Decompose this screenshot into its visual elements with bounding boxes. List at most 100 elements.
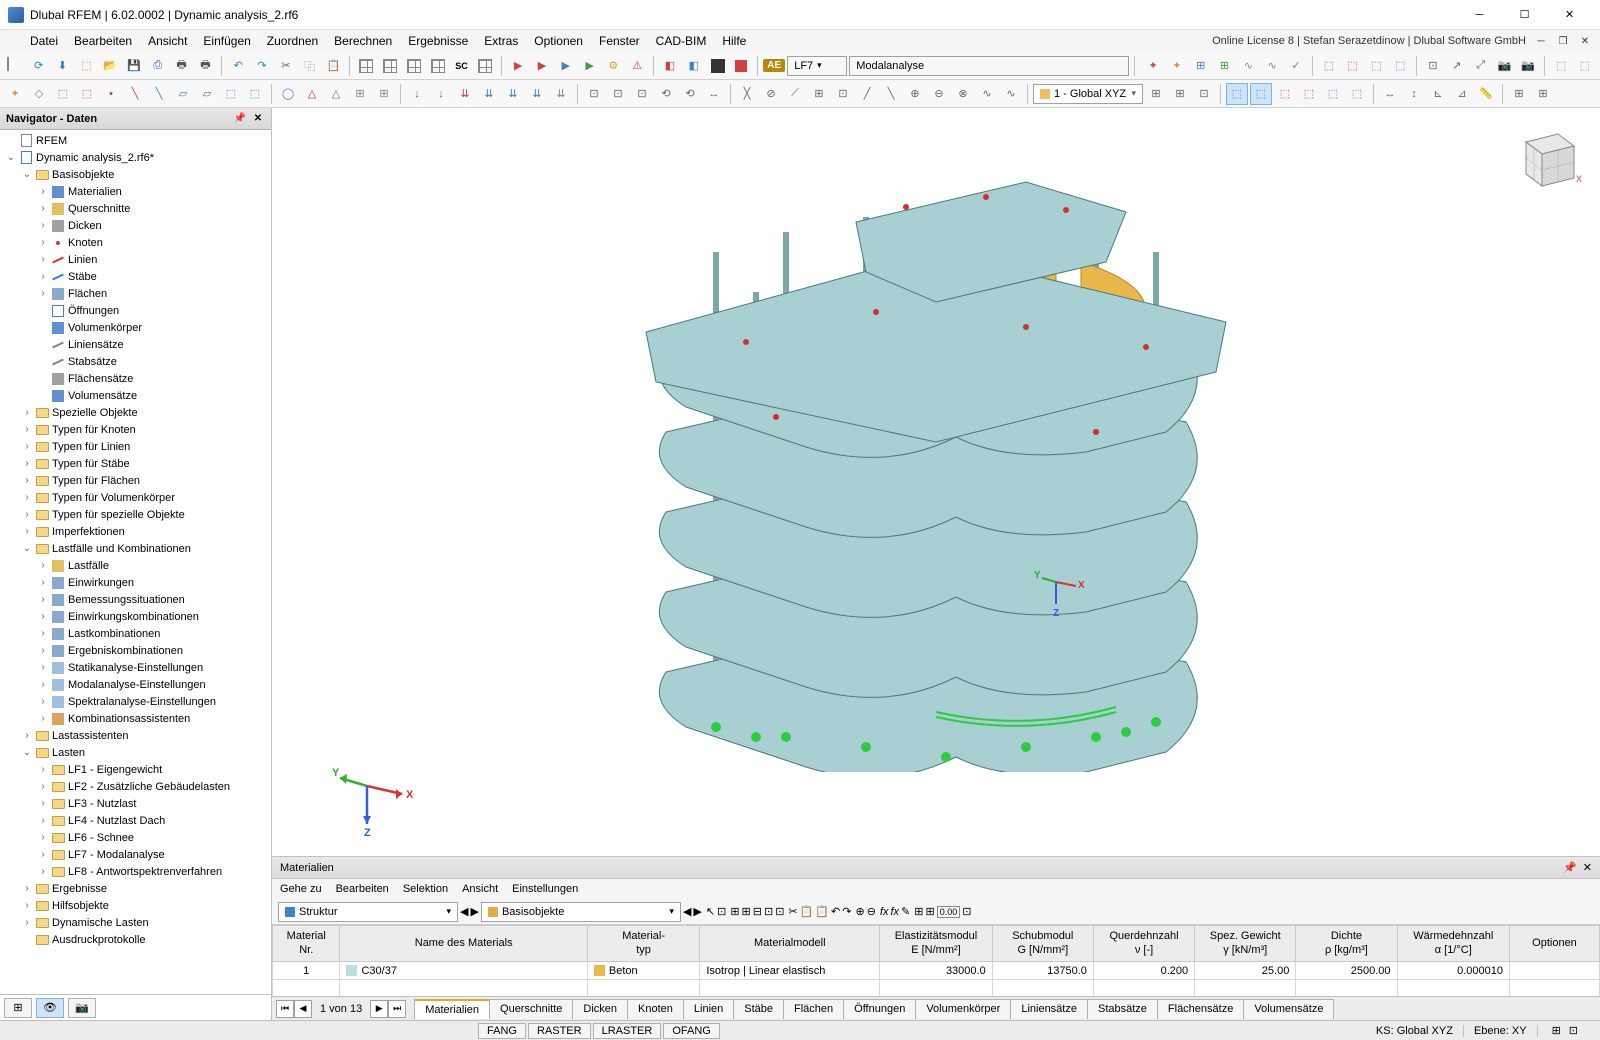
menu-datei[interactable]: Datei — [22, 32, 66, 50]
mdi-minimize-button[interactable]: ─ — [1534, 34, 1548, 48]
bp-tab-knoten[interactable]: Knoten — [627, 999, 684, 1019]
bp-tab-stäbe[interactable]: Stäbe — [733, 999, 784, 1019]
menu-zuordnen[interactable]: Zuordnen — [259, 32, 326, 50]
tb2-17[interactable]: ↓ — [406, 83, 428, 105]
tree-item[interactable]: ›Lastkombinationen — [0, 625, 271, 642]
tb2-m1[interactable]: ↔ — [1379, 83, 1401, 105]
bp-t9[interactable]: ↶ — [831, 905, 840, 918]
tb-undo[interactable]: ↶ — [227, 55, 249, 77]
tb-res1[interactable]: ◧ — [659, 55, 681, 77]
bp-page-last[interactable]: ⏭ — [388, 1000, 406, 1018]
bp-t8[interactable]: 📋 — [815, 905, 829, 918]
tree-item[interactable]: ›Imperfektionen — [0, 523, 271, 540]
tb2-9[interactable]: ▱ — [196, 83, 218, 105]
bp-page-prev[interactable]: ◀ — [294, 1000, 312, 1018]
nav-mode-cam[interactable]: 📷 — [68, 998, 96, 1018]
bp-tab-stabsätze[interactable]: Stabsätze — [1087, 999, 1158, 1019]
tb2-36[interactable]: ╲ — [880, 83, 902, 105]
tb2-s5[interactable]: ⬚ — [1322, 83, 1344, 105]
bp-fx2[interactable]: fx — [890, 906, 899, 918]
tb2-c3[interactable]: ⊡ — [1193, 83, 1215, 105]
mdi-close-button[interactable]: ✕ — [1578, 34, 1592, 48]
tb2-38[interactable]: ⊖ — [928, 83, 950, 105]
tb2-s3[interactable]: ⬚ — [1274, 83, 1296, 105]
menu-einfuegen[interactable]: Einfügen — [195, 32, 258, 50]
tb2-11[interactable]: ⬚ — [244, 83, 266, 105]
minimize-button[interactable]: ─ — [1457, 1, 1502, 29]
tb-grid5[interactable] — [474, 55, 496, 77]
sb-raster[interactable]: RASTER — [528, 1023, 591, 1039]
model-canvas[interactable]: X Y Z X Y Z — [272, 108, 1600, 856]
tb-print[interactable]: 🖶 — [171, 55, 193, 77]
tb-grid3[interactable] — [403, 55, 425, 77]
bp-tool-cursor[interactable]: ↖ — [706, 905, 715, 918]
bp-t5[interactable]: ⊡ — [775, 905, 784, 918]
tb2-33[interactable]: ⊞ — [808, 83, 830, 105]
tb2-2[interactable]: ◇ — [28, 83, 50, 105]
tree-item[interactable]: Volumensätze — [0, 387, 271, 404]
tree-item[interactable]: ›LF7 - Modalanalyse — [0, 846, 271, 863]
tree-item[interactable]: ›Typen für Knoten — [0, 421, 271, 438]
tree-item[interactable]: Ausdruckprotokolle — [0, 931, 271, 948]
tb-zoom1[interactable]: ⊡ — [1422, 55, 1444, 77]
tb-iso[interactable]: ⬚ — [1318, 55, 1340, 77]
tb-zoom2[interactable]: ↗ — [1446, 55, 1468, 77]
tb-paste[interactable]: 📋 — [323, 55, 345, 77]
tb2-m5[interactable]: 📏 — [1475, 83, 1497, 105]
bp-combo-struktur[interactable]: Struktur — [278, 902, 458, 922]
tree-item[interactable]: ›Ergebniskombinationen — [0, 642, 271, 659]
tb2-19[interactable]: ⇊ — [454, 83, 476, 105]
tb2-m4[interactable]: ⊿ — [1451, 83, 1473, 105]
tree-item[interactable]: ›Typen für Flächen — [0, 472, 271, 489]
bp-t13[interactable]: ⊞ — [914, 905, 923, 918]
sb-lraster[interactable]: LRASTER — [593, 1023, 662, 1039]
tree-item[interactable]: ›Knoten — [0, 234, 271, 251]
tb-grid2[interactable] — [379, 55, 401, 77]
tb-zoom5[interactable]: 📷 — [1517, 55, 1539, 77]
tree-item[interactable]: ›Ergebnisse — [0, 880, 271, 897]
tb-saveall[interactable]: ⎙ — [147, 55, 169, 77]
tb-grid4[interactable] — [427, 55, 449, 77]
bp-t14[interactable]: ⊞ — [925, 905, 934, 918]
tb-calc4[interactable]: ▶ — [579, 55, 601, 77]
tree-item[interactable]: ›Querschnitte — [0, 200, 271, 217]
bp-menu-gehezu[interactable]: Gehe zu — [280, 883, 322, 895]
tree-item[interactable]: ›Statikanalyse-Einstellungen — [0, 659, 271, 676]
sb-ofang[interactable]: OFANG — [663, 1023, 720, 1039]
tb-res2[interactable]: ◧ — [683, 55, 705, 77]
bp-t10[interactable]: ↷ — [842, 905, 851, 918]
bp-t3[interactable]: ⊟ — [753, 905, 762, 918]
tb2-41[interactable]: ∿ — [1000, 83, 1022, 105]
mdi-restore-button[interactable]: ❐ — [1556, 34, 1570, 48]
tb-res3[interactable] — [707, 55, 729, 77]
bp-t1[interactable]: ⊞ — [730, 905, 739, 918]
tree-item[interactable]: ›LF1 - Eigengewicht — [0, 761, 271, 778]
nav-cube[interactable]: X — [1506, 120, 1584, 198]
tb2-7[interactable]: ╲ — [148, 83, 170, 105]
menu-cadbim[interactable]: CAD-BIM — [648, 32, 715, 50]
bp-t4[interactable]: ⊡ — [764, 905, 773, 918]
menu-optionen[interactable]: Optionen — [526, 32, 591, 50]
tree-item[interactable]: ›Spezielle Objekte — [0, 404, 271, 421]
tree-item[interactable]: ›LF4 - Nutzlast Dach — [0, 812, 271, 829]
bp-tool-select[interactable]: ⊡ — [717, 905, 726, 918]
menu-fenster[interactable]: Fenster — [591, 32, 648, 50]
tb-sync[interactable]: ⟳ — [28, 55, 50, 77]
bp-nav-next2[interactable]: ▶ — [693, 905, 701, 918]
tb-box[interactable]: ⬚ — [75, 55, 97, 77]
nav-mode-view[interactable]: 👁 — [36, 998, 64, 1018]
tb-grid1[interactable] — [355, 55, 377, 77]
tb2-1[interactable]: ✦ — [4, 83, 26, 105]
tb-xz[interactable]: ⬚ — [1365, 55, 1387, 77]
bp-menu-bearbeiten[interactable]: Bearbeiten — [336, 883, 389, 895]
tb2-22[interactable]: ⇊ — [526, 83, 548, 105]
tb-render1[interactable]: ⬚ — [1550, 55, 1572, 77]
tree-item[interactable]: Öffnungen — [0, 302, 271, 319]
tb-render2[interactable]: ⬚ — [1574, 55, 1596, 77]
tb-zoom4[interactable]: 📷 — [1494, 55, 1516, 77]
bp-tab-querschnitte[interactable]: Querschnitte — [489, 999, 573, 1019]
bp-tab-dicken[interactable]: Dicken — [572, 999, 628, 1019]
tb2-25[interactable]: ⊡ — [607, 83, 629, 105]
tb2-40[interactable]: ∿ — [976, 83, 998, 105]
tb-calc3[interactable]: ▶ — [555, 55, 577, 77]
